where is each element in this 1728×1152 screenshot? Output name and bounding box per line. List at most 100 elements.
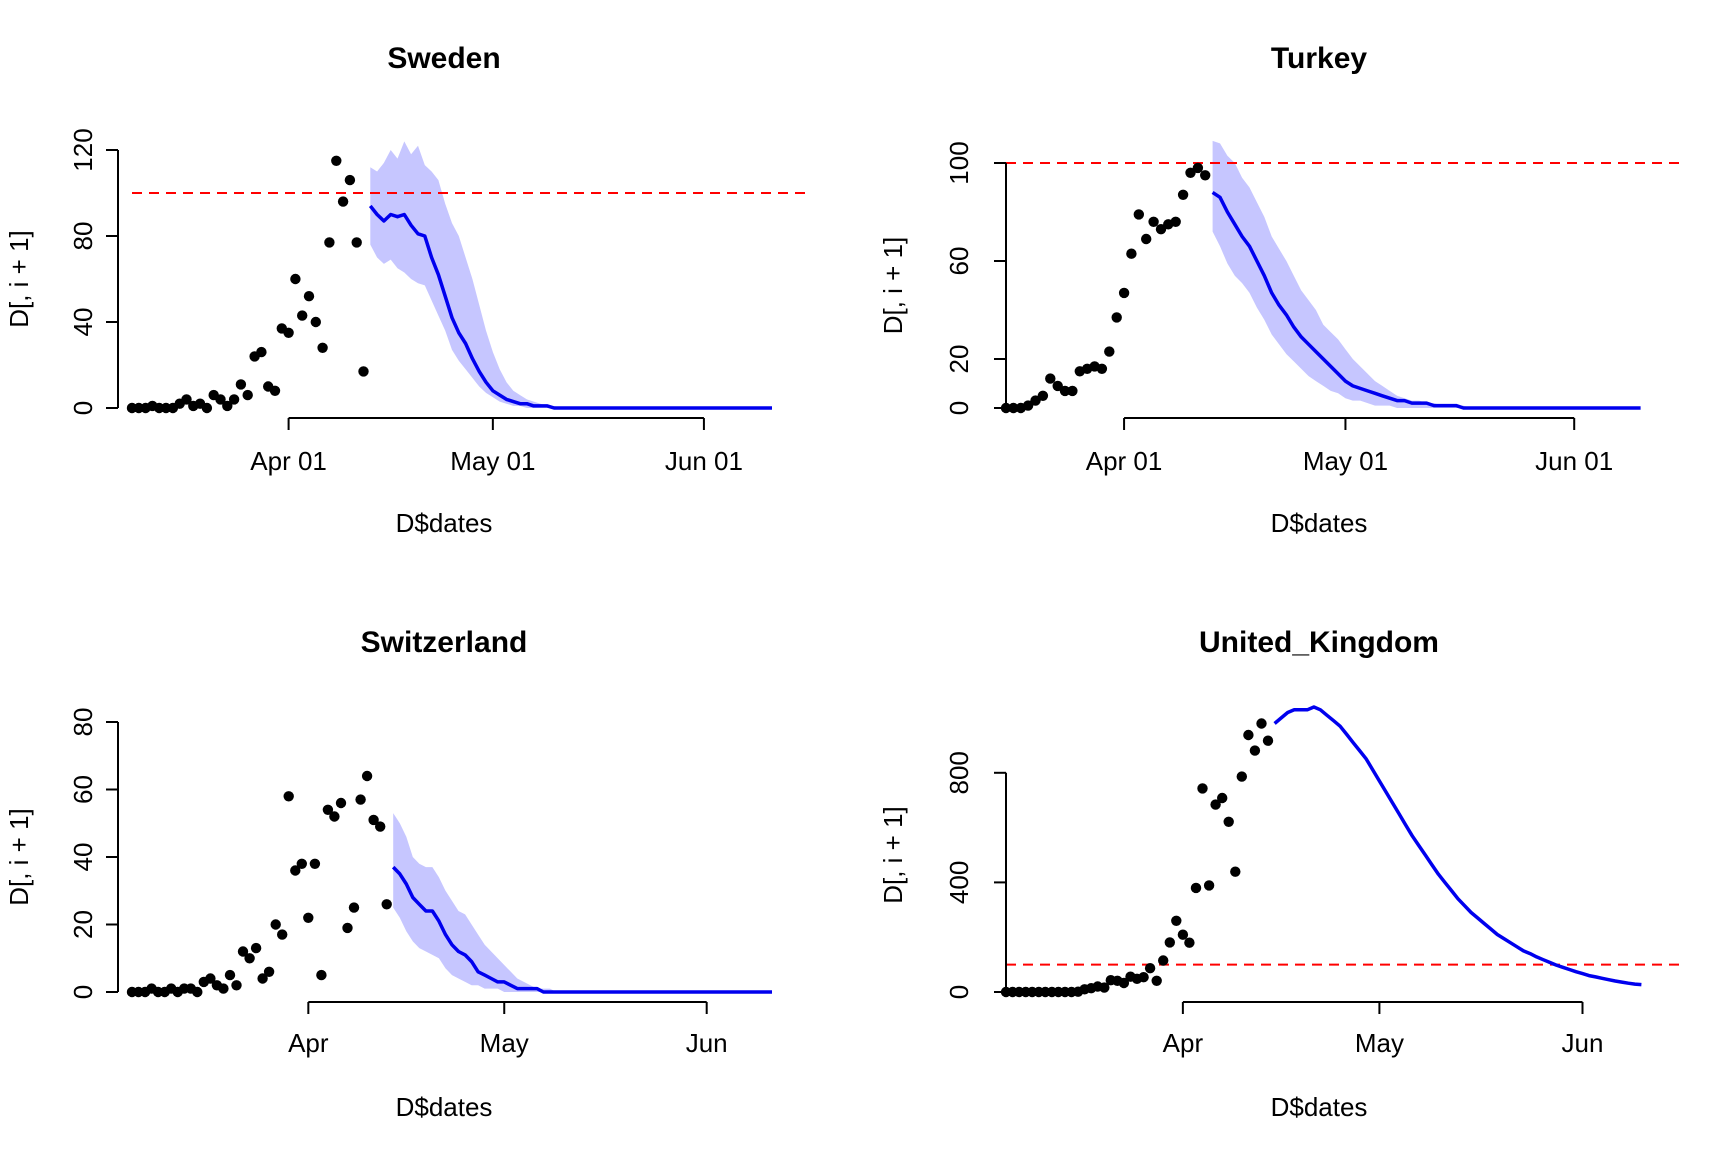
panel-title: Turkey: [1271, 42, 1367, 75]
y-axis-label: D[, i + 1]: [878, 806, 908, 904]
observed-point: [309, 858, 321, 869]
observed-point: [1236, 771, 1248, 782]
observed-point: [263, 966, 275, 977]
observed-point: [1177, 189, 1189, 200]
observed-point: [1045, 373, 1056, 384]
observed-point: [290, 273, 301, 285]
y-tick-label: 400: [944, 861, 974, 904]
y-tick-label: 80: [68, 222, 98, 251]
x-tick-label: Jun 01: [1535, 446, 1613, 476]
observed-point: [1138, 972, 1149, 983]
observed-point: [1067, 385, 1078, 397]
observed-point: [205, 973, 216, 984]
observed-point: [1203, 880, 1215, 891]
y-tick-label: 60: [68, 775, 98, 804]
y-tick-label: 0: [944, 985, 974, 999]
observed-point: [331, 155, 342, 166]
observed-point: [322, 804, 334, 815]
observed-point: [237, 946, 249, 957]
observed-point: [1144, 963, 1156, 974]
observed-point: [310, 316, 321, 328]
observed-point: [329, 811, 340, 822]
observed-point: [1008, 402, 1019, 414]
observed-point: [1059, 385, 1071, 397]
observed-point: [201, 402, 213, 414]
observed-point: [1200, 170, 1211, 181]
forecast-line: [368, 204, 772, 410]
x-tick-label: Jun 01: [665, 446, 743, 476]
observed-point: [361, 770, 373, 782]
observed-point: [348, 902, 360, 913]
observed-point: [270, 919, 281, 930]
x-tick-label: Apr 01: [250, 446, 327, 476]
y-axis-label: D[, i + 1]: [4, 230, 34, 328]
observed-point: [1177, 929, 1189, 940]
observed-point: [224, 969, 236, 981]
x-tick-label: Apr: [1163, 1028, 1204, 1058]
observed-point: [283, 791, 294, 802]
observed-point: [1192, 162, 1204, 174]
x-tick-label: May: [480, 1028, 529, 1058]
y-axis-label: D[, i + 1]: [878, 237, 908, 335]
observed-point: [1118, 287, 1130, 299]
observed-point: [1111, 312, 1122, 323]
observed-point: [342, 922, 353, 934]
observed-point: [1210, 799, 1221, 810]
observed-point: [355, 794, 366, 805]
observed-point: [317, 342, 328, 353]
forecast-line: [1211, 190, 1641, 410]
forecast-line: [1273, 705, 1642, 987]
observed-point: [1141, 233, 1152, 245]
y-tick-label: 0: [944, 401, 974, 415]
observed-point: [1164, 937, 1176, 948]
y-tick-label: 0: [68, 985, 98, 999]
observed-point: [290, 865, 301, 876]
observed-point: [351, 237, 362, 248]
observed-point: [228, 394, 240, 405]
observed-point: [1022, 400, 1034, 411]
observed-point: [192, 986, 203, 998]
panel-title: United_Kingdom: [1199, 626, 1439, 659]
observed-point: [283, 327, 294, 338]
forecast-band: [370, 141, 772, 408]
panel-title: Switzerland: [361, 626, 528, 659]
x-tick-label: Apr 01: [1086, 446, 1163, 476]
observed-point: [1217, 792, 1228, 804]
observed-point: [244, 953, 255, 964]
observed-point: [235, 379, 247, 390]
observed-point: [335, 797, 347, 809]
y-axis-label: D[, i + 1]: [4, 808, 34, 906]
observed-point: [1243, 729, 1254, 741]
observed-point: [1148, 216, 1159, 227]
observed-point: [242, 389, 253, 401]
observed-point: [1158, 955, 1169, 966]
observed-point: [1099, 982, 1110, 993]
observed-point: [1184, 937, 1195, 948]
observed-point: [1104, 346, 1115, 357]
forecast-band: [1212, 140, 1641, 408]
y-tick-label: 20: [68, 910, 98, 939]
observed-point: [316, 969, 327, 981]
y-tick-label: 800: [944, 751, 974, 794]
panel-sweden: Sweden 0 40 80 120 D[, i + 1] Apr 01 May 01 Jun …: [4, 42, 808, 538]
observed-point: [344, 174, 356, 186]
observed-point: [1256, 718, 1267, 729]
observed-point: [1155, 224, 1167, 235]
observed-point: [218, 983, 229, 994]
observed-point: [181, 394, 192, 405]
observed-point: [337, 196, 349, 207]
x-tick-label: May 01: [450, 446, 535, 476]
observed-point: [1249, 745, 1261, 756]
observed-point: [277, 929, 288, 940]
panel-turkey: Turkey 0 20 60 100 D[, i + 1] Apr 01 May 01 Jun …: [878, 42, 1683, 538]
forecast-line: [391, 865, 772, 994]
y-tick-label: 40: [68, 308, 98, 337]
observed-point: [381, 899, 392, 910]
observed-point: [1190, 882, 1202, 894]
y-tick-label: 120: [68, 128, 98, 171]
x-tick-label: May: [1355, 1028, 1404, 1058]
y-tick-label: 100: [944, 141, 974, 184]
observed-point: [303, 912, 314, 923]
x-tick-label: Jun: [1562, 1028, 1604, 1058]
observed-point: [1151, 975, 1162, 986]
